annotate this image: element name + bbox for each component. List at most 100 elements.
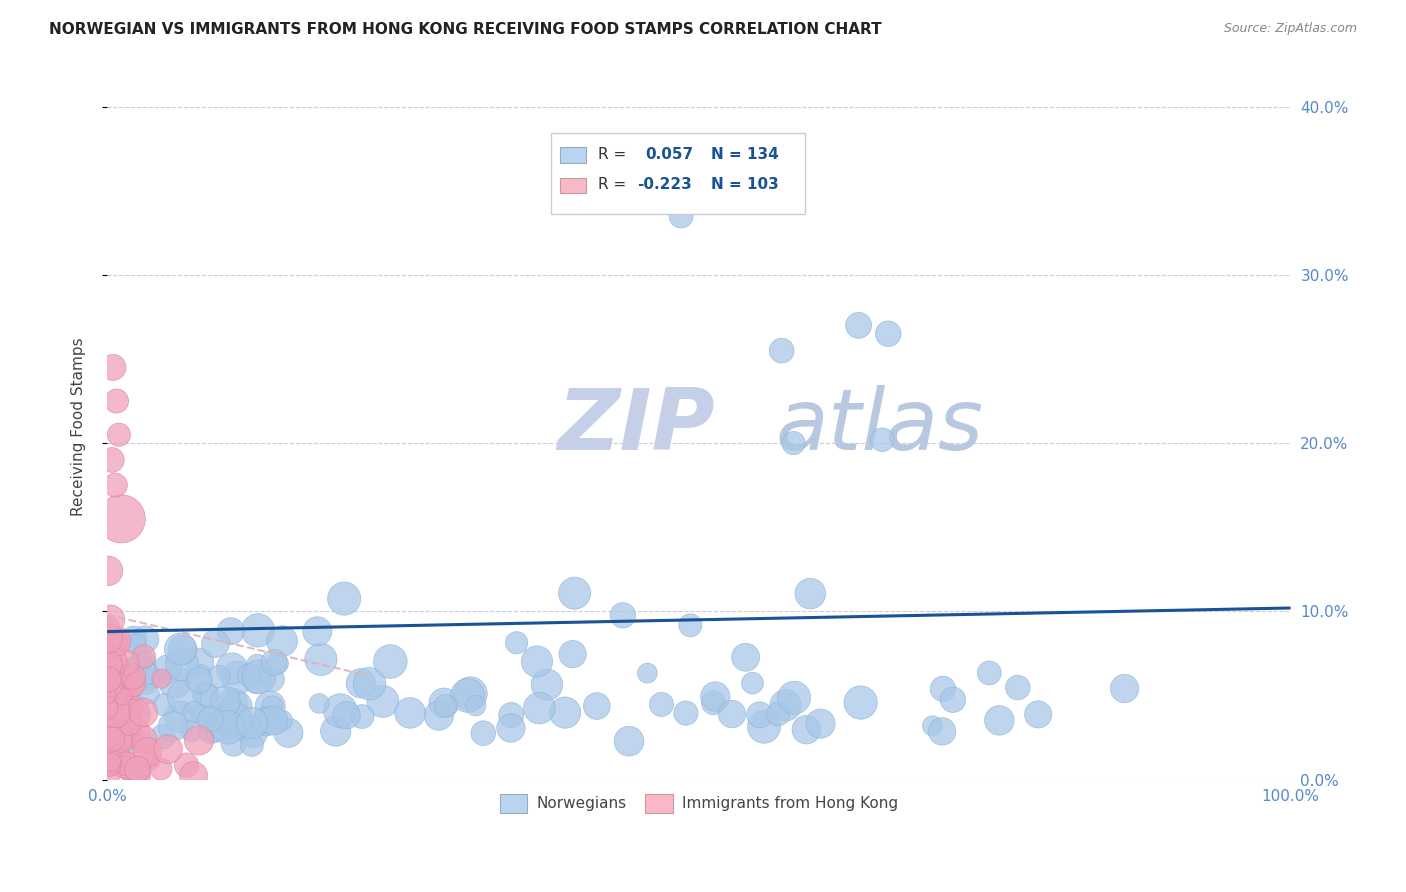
Point (259, 699, 281, 714)
Point (117, 728, 139, 742)
Point (97, 656, 120, 670)
Point (104, 634, 127, 648)
Point (163, 675, 186, 690)
Point (117, 761, 139, 775)
Point (427, 708, 450, 723)
Point (124, 706, 146, 721)
Text: -0.223: -0.223 (637, 178, 692, 192)
Point (96, 715, 118, 730)
Point (266, 657, 288, 671)
Point (253, 714, 276, 728)
Point (183, 705, 205, 719)
Point (111, 734, 134, 748)
Point (277, 726, 299, 740)
Point (679, 618, 702, 632)
Point (104, 662, 127, 676)
Point (162, 719, 184, 733)
Point (105, 734, 128, 748)
Point (120, 681, 142, 695)
Point (153, 698, 176, 712)
Point (335, 708, 357, 723)
Point (246, 673, 269, 687)
Point (105, 751, 128, 765)
Point (97, 673, 120, 687)
Point (136, 745, 159, 759)
Point (100, 755, 122, 769)
Point (208, 714, 231, 728)
Point (180, 724, 202, 739)
Point (204, 637, 226, 651)
Point (132, 649, 155, 664)
Point (124, 664, 146, 678)
Point (246, 658, 269, 673)
Point (97, 702, 120, 716)
Point (96, 746, 118, 760)
Point (111, 690, 134, 704)
Point (222, 697, 245, 711)
FancyBboxPatch shape (561, 178, 586, 193)
Point (96, 644, 118, 658)
Point (669, 209, 692, 223)
Point (97, 621, 120, 635)
Point (124, 638, 146, 652)
Point (183, 769, 205, 783)
Point (309, 652, 332, 666)
Point (222, 737, 245, 751)
Point (988, 714, 1011, 728)
Point (100, 716, 122, 731)
Point (200, 712, 222, 726)
Point (115, 756, 138, 771)
Point (118, 699, 141, 714)
Point (200, 723, 222, 738)
Point (554, 706, 576, 720)
Point (260, 672, 283, 686)
Point (219, 624, 242, 639)
Point (188, 673, 211, 688)
Point (932, 681, 955, 696)
Point (536, 678, 558, 692)
Point (121, 676, 143, 690)
Point (1026, 707, 1049, 722)
Point (98, 694, 121, 708)
Point (208, 669, 231, 683)
Point (472, 726, 495, 740)
Point (98, 663, 121, 677)
Point (636, 666, 658, 681)
Point (329, 704, 352, 718)
Point (121, 767, 143, 781)
Point (110, 677, 132, 691)
Point (97, 706, 120, 721)
Point (115, 677, 138, 691)
Point (111, 694, 134, 708)
Point (176, 758, 198, 772)
Point (96, 644, 118, 658)
Point (228, 715, 250, 730)
Point (97, 658, 120, 673)
Point (127, 762, 149, 776)
Point (564, 586, 586, 600)
Point (139, 754, 162, 768)
Point (650, 698, 672, 712)
Point (103, 689, 125, 703)
Point (768, 707, 790, 722)
Point (1114, 681, 1136, 696)
Point (371, 694, 394, 708)
Point (350, 676, 373, 690)
Point (101, 707, 124, 722)
Point (104, 689, 127, 703)
Point (138, 687, 160, 701)
Text: 0.057: 0.057 (645, 147, 693, 161)
Text: atlas: atlas (776, 384, 984, 467)
Point (105, 394, 128, 409)
Point (121, 670, 143, 684)
Point (796, 723, 818, 737)
Point (225, 699, 247, 714)
Point (254, 714, 277, 729)
Point (108, 636, 131, 650)
Point (98, 741, 121, 756)
Point (399, 706, 422, 720)
Point (96, 755, 118, 769)
Point (333, 591, 356, 606)
Point (97, 699, 120, 714)
Point (97, 740, 120, 755)
